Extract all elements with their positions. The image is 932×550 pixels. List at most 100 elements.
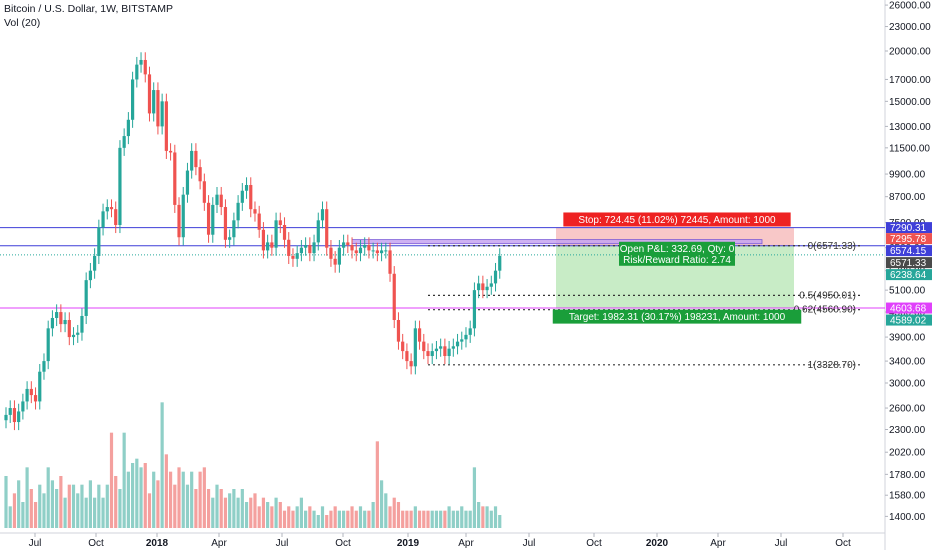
candle-body <box>156 90 160 127</box>
volume-bar <box>455 510 460 528</box>
candle-body <box>417 328 422 342</box>
candle-body <box>38 371 42 402</box>
volume-bar <box>118 489 122 528</box>
candle-body <box>206 202 211 235</box>
candle-body <box>21 401 25 412</box>
axis-tag-bg <box>886 302 932 314</box>
candle-body <box>29 388 33 396</box>
candle-body <box>363 245 367 248</box>
price-tick-label: 11500.00 <box>889 143 930 154</box>
candle-body <box>109 207 114 210</box>
volume-bar <box>266 502 270 528</box>
volume-bar <box>295 506 299 528</box>
volume-bar <box>434 510 439 528</box>
candle-body <box>396 319 401 342</box>
risk-reward-text: Risk/Reward Ratio: 2.74 <box>623 255 731 266</box>
candle-body <box>375 250 379 254</box>
price-tick-label: 13000.00 <box>889 122 931 133</box>
fib-level-05-label: 0.5(4950.01) <box>799 290 856 301</box>
candle-body <box>232 220 236 238</box>
candle-body <box>236 202 240 221</box>
candle-body <box>312 242 316 254</box>
volume-bar <box>464 510 468 528</box>
volume-bar <box>329 510 333 528</box>
candle-body <box>181 194 185 238</box>
axis-tag-bg <box>886 233 932 245</box>
volume-bar <box>401 510 405 528</box>
volume-bar <box>33 502 38 528</box>
candle-body <box>8 408 12 415</box>
volume-bar <box>477 502 481 528</box>
candle-body <box>228 237 232 240</box>
candle-body <box>371 250 375 252</box>
volume-bar <box>244 502 249 528</box>
candle-body <box>160 101 164 127</box>
candle-body <box>168 150 173 153</box>
candle-body <box>93 255 97 271</box>
price-tick-label: 23000.00 <box>889 22 931 33</box>
time-tick-label: Oct <box>335 538 351 549</box>
candle-body <box>101 211 105 228</box>
volume-bar <box>261 497 266 528</box>
candle-body <box>278 220 282 225</box>
candle-body <box>451 346 455 349</box>
candle-body <box>190 150 194 171</box>
volume-bar <box>143 463 147 528</box>
candle-body <box>325 209 329 248</box>
candle-body <box>447 348 451 357</box>
volume-bar <box>485 506 489 528</box>
time-tick-label: Jul <box>775 538 788 549</box>
candle-body <box>84 280 88 316</box>
volume-bar <box>342 510 346 528</box>
volume-bar <box>88 480 92 528</box>
candle-body <box>493 270 498 284</box>
candle-body <box>413 328 417 367</box>
price-tick-label: 1400.00 <box>889 512 926 523</box>
candle-body <box>333 258 337 265</box>
axis-tag-text: 6574.15 <box>890 246 927 257</box>
volume-bar <box>384 493 388 528</box>
volume-label: Vol (20) <box>4 17 41 29</box>
volume-bar <box>67 484 71 528</box>
candle-body <box>114 209 118 225</box>
candle-body <box>185 170 190 195</box>
volume-bar <box>8 506 12 528</box>
fib-level-1-label: 1(3328.70) <box>808 360 856 371</box>
price-tick-label: 17000.00 <box>889 75 931 86</box>
candle-body <box>249 185 253 210</box>
volume-bar <box>278 502 282 528</box>
candle-body <box>266 242 270 251</box>
open-pnl-text: Open P&L: 332.69, Qty: 0 <box>620 244 735 255</box>
volume-bar <box>135 458 139 528</box>
candle-body <box>88 270 92 281</box>
volume-bar <box>481 506 485 528</box>
volume-bar <box>223 497 228 528</box>
volume-bar <box>206 489 211 528</box>
candle-body <box>152 90 156 114</box>
volume-bar <box>50 480 55 528</box>
price-tick-label: 3400.00 <box>889 357 926 368</box>
candle-body <box>122 136 126 148</box>
time-tick-label: Oct <box>586 538 602 549</box>
axis-tag-6238-64: 6238.64 <box>886 269 932 281</box>
volume-bar <box>333 506 337 528</box>
candle-body <box>198 167 202 182</box>
fib-level-062-label: 0.62(4560.90) <box>794 305 856 316</box>
volume-bar <box>164 454 168 528</box>
pnl-label-bg <box>619 241 735 266</box>
candle-body <box>261 229 266 251</box>
candle-body <box>443 346 447 357</box>
axis-tag-text: 6571.33 <box>890 258 927 269</box>
volume-bar <box>147 493 152 528</box>
candle-body <box>489 283 493 287</box>
candle-body <box>304 245 308 248</box>
price-tick-label: 3000.00 <box>889 379 926 390</box>
axis-tag-4603-68: 4603.68 <box>886 302 932 315</box>
volume-bar <box>101 497 105 528</box>
volume-bar <box>219 489 223 528</box>
volume-bar <box>320 506 325 528</box>
volume-bar <box>396 502 401 528</box>
volume-bar <box>493 506 498 528</box>
